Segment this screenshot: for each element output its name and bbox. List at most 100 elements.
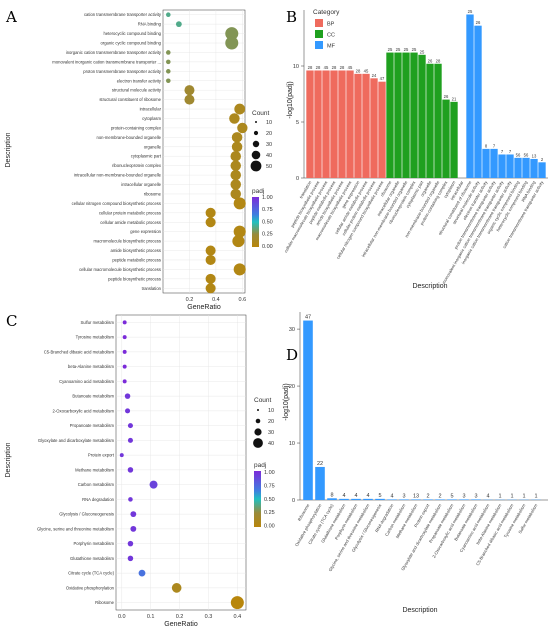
d-bar xyxy=(327,498,337,500)
c-category-label: RNA degradation xyxy=(82,497,115,502)
c-category-label: C5-Branched dibasic acid metabolism xyxy=(44,349,115,354)
a-padj-legend-label: 1.00 xyxy=(262,195,273,201)
d-bar-value: 4 xyxy=(390,493,393,499)
a-count-legend-label: 10 xyxy=(266,120,272,126)
c-dot xyxy=(128,497,133,502)
a-dot xyxy=(166,59,171,65)
c-dot xyxy=(130,511,137,518)
d-bar-value: 2 xyxy=(426,493,429,499)
c-category-label: Protein export xyxy=(88,453,115,458)
a-count-legend-label: 40 xyxy=(266,153,272,159)
d-bar xyxy=(399,499,409,500)
a-dot xyxy=(232,235,245,248)
d-bar-value: 5 xyxy=(378,493,381,499)
panel-b-xlabel: Description xyxy=(412,283,447,290)
a-count-legend-label: 30 xyxy=(266,142,272,148)
a-dot xyxy=(230,169,241,181)
c-dot xyxy=(122,335,127,340)
c-padj-legend-label: 0.50 xyxy=(264,497,275,503)
a-dot xyxy=(234,103,246,115)
c-padj-legend-label: 0.75 xyxy=(264,483,275,489)
b-bar xyxy=(474,25,482,179)
d-bar-value: 47 xyxy=(305,315,311,321)
a-dot xyxy=(205,283,216,294)
c-xtick-label: 0.0 xyxy=(118,614,126,620)
c-category-label: 2-Oxocarboxylic acid metabolism xyxy=(53,408,115,413)
a-count-legend-dot xyxy=(253,130,259,136)
d-bar-value: 4 xyxy=(354,493,357,499)
b-bar xyxy=(450,101,458,178)
a-xtick-label: 0.2 xyxy=(186,297,194,303)
a-category-label: inorganic cation transmembrane transport… xyxy=(66,50,162,55)
b-bar-value: 21 xyxy=(452,96,457,101)
d-bar xyxy=(435,499,445,500)
d-bar-value: 3 xyxy=(462,493,465,499)
panel-a-count-legend-title: Count xyxy=(252,110,270,117)
d-bar xyxy=(459,499,469,500)
b-bar xyxy=(506,154,514,178)
b-bar xyxy=(346,70,354,178)
a-category-label: intracellular organelle xyxy=(121,182,161,187)
b-bar-value: 25 xyxy=(420,49,425,54)
c-count-legend-dot xyxy=(254,428,262,436)
a-dot xyxy=(205,273,216,284)
c-xtick-label: 0.2 xyxy=(176,614,184,620)
b-legend-label: BP xyxy=(327,22,335,28)
c-padj-legend-label: 0.00 xyxy=(264,524,275,530)
c-dot xyxy=(122,320,127,325)
a-dot xyxy=(233,197,246,210)
b-bar-value: 45 xyxy=(348,65,353,70)
a-count-legend-label: 50 xyxy=(266,164,272,170)
a-dot xyxy=(166,12,171,17)
c-dot xyxy=(149,480,158,489)
b-bar xyxy=(378,81,386,178)
d-ytick-label: 10 xyxy=(289,441,295,447)
b-bar xyxy=(434,63,442,179)
a-category-label: macromolecule biosynthetic process xyxy=(94,239,162,244)
a-dot xyxy=(225,36,239,50)
panel-a-xlabel: GeneRatio xyxy=(187,304,221,311)
b-bar-value: 25 xyxy=(468,9,473,14)
a-category-label: cellular nitrogen compound biosynthetic … xyxy=(72,201,161,206)
a-category-label: ribosome xyxy=(144,191,162,196)
a-category-label: ribonucleoprotein complex xyxy=(112,163,162,168)
panel-label-d: D xyxy=(286,346,298,364)
c-padj-legend-label: 0.25 xyxy=(264,510,275,516)
c-category-label: Glycine, serine and threonine metabolism xyxy=(37,526,115,531)
b-bar xyxy=(306,70,314,178)
panel-c-dotplot: Sulfur metabolism Tyrosine metabolism C5-B… xyxy=(5,314,275,628)
panel-c-ylabel: Description xyxy=(5,442,12,477)
b-bar-value: 26 xyxy=(476,20,481,25)
panel-a-ylabel: Description xyxy=(5,132,12,167)
panel-c-padj-colorbar xyxy=(254,471,261,527)
a-category-label: cellular amide metabolic process xyxy=(100,220,161,225)
b-bar-value: 28 xyxy=(308,65,313,70)
c-count-legend-label: 10 xyxy=(268,408,274,414)
d-bar-value: 3 xyxy=(474,493,477,499)
a-category-label: gene expression xyxy=(130,229,161,234)
b-bar-value: 28 xyxy=(332,65,337,70)
c-category-label: Cyanoamino acid metabolism xyxy=(59,379,114,384)
a-category-label: organic cyclic compound binding xyxy=(100,41,161,46)
c-dot xyxy=(122,349,127,354)
a-count-legend-dot xyxy=(251,150,261,160)
b-bar xyxy=(538,162,546,178)
d-bar xyxy=(351,498,361,500)
d-bar-value: 13 xyxy=(413,493,419,499)
a-count-legend-dot xyxy=(250,160,262,172)
b-legend-label: CC xyxy=(327,33,335,39)
a-category-label: intracellular non-membrane-bounded organ… xyxy=(74,173,162,178)
c-category-label: Butanoate metabolism xyxy=(72,394,114,399)
a-category-label: cation transmembrane transporter activit… xyxy=(84,12,162,17)
b-bar-value: 45 xyxy=(364,68,369,73)
b-bar xyxy=(530,158,538,178)
c-count-legend-label: 40 xyxy=(268,441,274,447)
c-count-legend-dot xyxy=(255,418,261,424)
b-bar xyxy=(322,70,330,178)
panel-label-a: A xyxy=(5,8,17,26)
panel-c-padj-legend-title: padj xyxy=(254,462,266,469)
c-dot xyxy=(119,453,124,458)
a-category-label: structural molecule activity xyxy=(112,88,162,93)
a-dot xyxy=(231,141,243,153)
b-bar-value: 26 xyxy=(428,58,433,63)
